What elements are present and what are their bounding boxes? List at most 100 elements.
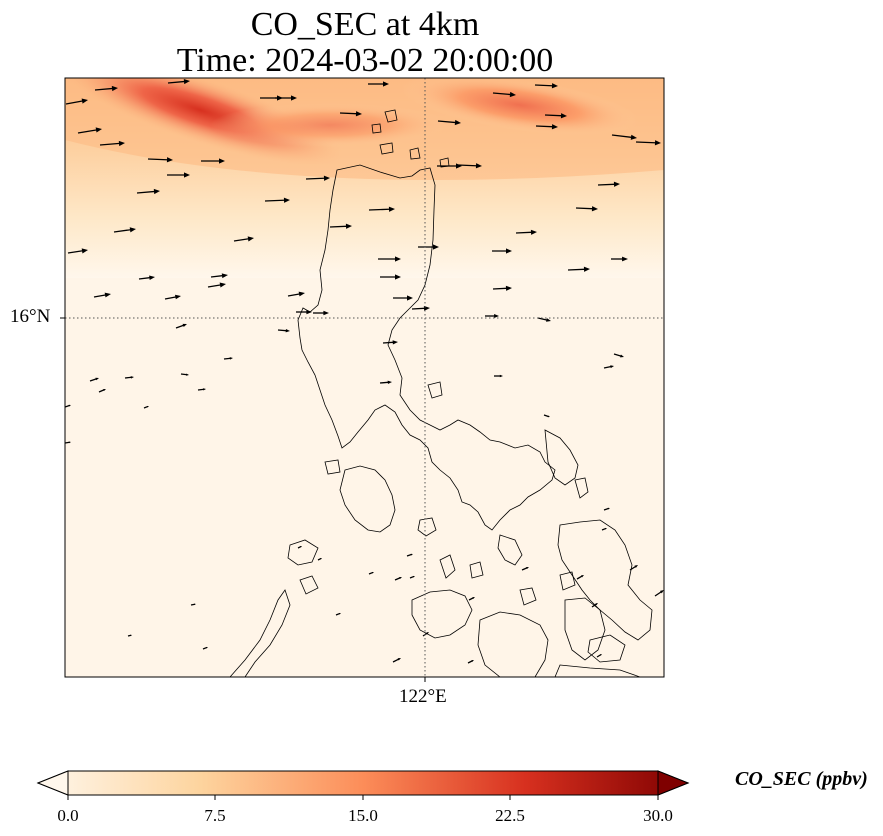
wind-arrow xyxy=(378,256,401,262)
wind-arrow xyxy=(368,571,374,575)
wind-arrow xyxy=(468,597,475,601)
coast-batanes-2 xyxy=(371,123,382,134)
wind-arrow xyxy=(65,98,88,105)
wind-arrow xyxy=(575,206,598,212)
wind-arrow xyxy=(223,357,233,360)
wind-arrow xyxy=(94,85,118,92)
coast-cuyo xyxy=(299,575,319,595)
coast-polillo xyxy=(427,381,443,399)
cb-tick-label-1: 7.5 xyxy=(204,806,226,825)
wind-arrow xyxy=(197,388,206,391)
coast-bicol xyxy=(544,429,579,486)
coast-ticao xyxy=(559,571,576,591)
co-plume-east xyxy=(401,78,639,136)
wind-arrow xyxy=(515,229,537,235)
wind-arrow xyxy=(329,223,352,229)
wind-arrow xyxy=(382,340,398,345)
coast-leyte xyxy=(564,597,606,661)
cb-tick-label-2: 15.0 xyxy=(348,806,378,825)
wind-arrow xyxy=(339,111,362,117)
wind-arrow xyxy=(175,323,187,329)
wind-arrow xyxy=(597,181,620,187)
coast-mindoro xyxy=(339,465,396,533)
coast-panay xyxy=(411,589,473,639)
cb-tick-label-0: 0.0 xyxy=(57,806,79,825)
wind-arrow xyxy=(521,567,529,571)
cb-tick-label-3: 22.5 xyxy=(495,806,525,825)
wind-arrow xyxy=(297,545,302,549)
wind-arrow xyxy=(392,658,401,663)
wind-arrow xyxy=(393,295,413,301)
wind-arrow xyxy=(89,377,99,382)
wind-arrow xyxy=(305,175,330,181)
wind-arrow xyxy=(534,83,558,89)
wind-arrow xyxy=(492,248,512,254)
wind-arrow xyxy=(317,557,322,561)
wind-arrow xyxy=(287,291,305,297)
wind-arrow xyxy=(167,78,190,85)
wind-arrow xyxy=(654,590,664,597)
wind-arrow xyxy=(613,353,624,358)
coast-masbate xyxy=(497,534,523,566)
wind-arrow xyxy=(368,206,395,212)
wind-arrow xyxy=(77,127,102,134)
wind-arrow xyxy=(591,603,598,608)
coast-babuyan-2 xyxy=(409,147,421,160)
wind-arrow xyxy=(406,553,413,557)
colorbar-label: CO_SEC (ppbv) xyxy=(735,768,868,790)
wind-arrow xyxy=(143,405,149,409)
wind-arrow xyxy=(418,244,439,250)
lat-tick-label: 16°N xyxy=(10,306,51,327)
wind-arrow xyxy=(603,507,610,511)
co-plume-center xyxy=(210,103,450,147)
title-line2: Time: 2024-03-02 20:00:00 xyxy=(176,42,554,79)
wind-arrow xyxy=(611,256,628,262)
wind-arrow xyxy=(98,389,106,393)
wind-arrow xyxy=(65,441,71,444)
coast-negros-cebu xyxy=(477,611,549,677)
coast-palawan xyxy=(229,589,291,677)
wind-arrow xyxy=(492,91,516,98)
wind-arrow xyxy=(201,158,225,164)
wind-arrow xyxy=(601,527,607,531)
colorbar-extend-high xyxy=(657,770,690,796)
map-area xyxy=(65,78,664,677)
coast-catanduanes xyxy=(574,477,589,499)
wind-arrow xyxy=(544,113,567,119)
wind-arrow xyxy=(611,134,637,140)
wind-arrow xyxy=(65,404,71,408)
wind-arrow xyxy=(494,374,503,378)
wind-arrow xyxy=(164,294,181,300)
colorbar-gradient xyxy=(36,770,690,796)
wind-arrow xyxy=(437,163,462,169)
wind-arrow xyxy=(629,565,638,571)
wind-arrow xyxy=(127,634,132,637)
wind-arrow xyxy=(379,380,392,385)
wind-arrow xyxy=(603,365,614,369)
coast-tablas xyxy=(439,554,456,579)
wind-arrow xyxy=(147,157,173,163)
wind-arrow xyxy=(233,236,254,242)
wind-arrow xyxy=(138,275,155,280)
wind-arrow xyxy=(67,248,88,254)
wind-arrow xyxy=(635,140,661,146)
wind-arrow xyxy=(596,654,602,658)
wind-arrow xyxy=(190,603,196,606)
coast-romblon xyxy=(469,561,484,579)
wind-arrow xyxy=(124,376,134,379)
wind-arrow xyxy=(335,612,341,616)
wind-arrow xyxy=(467,660,474,664)
wind-arrow xyxy=(457,163,482,169)
wind-arrow xyxy=(537,317,551,322)
wind-arrow xyxy=(380,274,401,280)
coast-calamian xyxy=(287,539,319,566)
coastlines xyxy=(229,109,653,677)
title-line1: CO_SEC at 4km xyxy=(250,6,480,43)
coast-marinduque xyxy=(417,517,437,537)
colorbar-extend-low xyxy=(36,770,69,796)
wind-arrow xyxy=(492,285,512,291)
wind-arrow xyxy=(99,140,125,147)
wind-arrow xyxy=(275,95,297,101)
coast-babuyan-1 xyxy=(379,142,394,155)
